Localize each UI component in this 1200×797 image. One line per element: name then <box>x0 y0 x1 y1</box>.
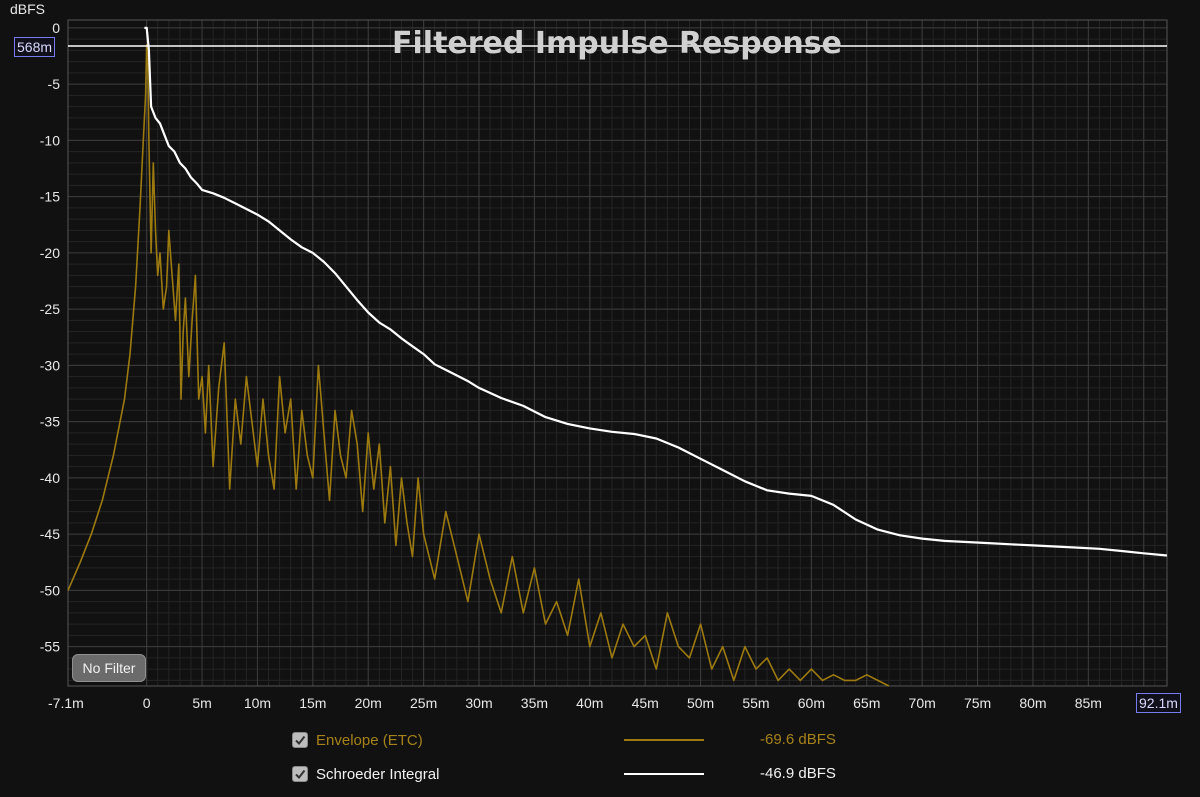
y-tick-label: -55 <box>40 639 60 655</box>
x-tick-label: 10m <box>244 695 271 711</box>
y-tick-label: -45 <box>40 526 60 542</box>
x-tick-labels: -7.1m 0 5m 10m 15m 20m 25m 30m 35m 40m 45m 50m 55m 60… <box>48 695 1148 711</box>
x-tick-label: 25m <box>410 695 437 711</box>
schroeder-checkbox[interactable] <box>292 766 308 782</box>
no-filter-button[interactable]: No Filter <box>72 654 146 682</box>
x-tick-label: 15m <box>299 695 326 711</box>
schroeder-value: -46.9 dBFS <box>760 765 836 782</box>
y-tick-label: -50 <box>40 582 60 598</box>
y-tick-label: 0 <box>52 20 60 36</box>
x-tick-label: 45m <box>632 695 659 711</box>
x-max-readout[interactable]: 92.1m <box>1136 693 1181 713</box>
x-tick-label: 80m <box>1019 695 1046 711</box>
x-tick-label: 0 <box>143 695 151 711</box>
schroeder-swatch <box>624 773 704 775</box>
y-tick-label: -40 <box>40 470 60 486</box>
x-tick-label: 55m <box>742 695 769 711</box>
x-tick-label: 65m <box>853 695 880 711</box>
y-tick-label: -10 <box>40 132 60 148</box>
x-tick-label: 70m <box>909 695 936 711</box>
checkmark-icon <box>295 769 306 780</box>
x-tick-label: 50m <box>687 695 714 711</box>
y-tick-labels: 0 -5 -10 -15 -20 -25 -30 -35 -40 -45 -50 -55 <box>40 20 60 655</box>
plot-border <box>67 19 1168 687</box>
grid <box>67 19 1168 687</box>
envelope-etc-line <box>67 43 890 687</box>
legend-item-schroeder[interactable]: Schroeder Integral <box>292 762 439 786</box>
x-tick-label: 60m <box>798 695 825 711</box>
y-tick-label: -15 <box>40 189 60 205</box>
series-layer <box>67 26 1168 687</box>
y-max-readout[interactable]: 568m <box>14 37 56 57</box>
chart-title: Filtered Impulse Response <box>392 26 842 61</box>
x-tick-label: 35m <box>521 695 548 711</box>
y-tick-label: -5 <box>48 76 61 92</box>
envelope-checkbox[interactable] <box>292 732 308 748</box>
checkmark-icon <box>295 735 306 746</box>
legend-item-envelope[interactable]: Envelope (ETC) <box>292 728 423 752</box>
x-tick-label: 75m <box>964 695 991 711</box>
y-tick-label: -20 <box>40 245 60 261</box>
x-tick-label: 20m <box>355 695 382 711</box>
x-tick-label: 5m <box>192 695 211 711</box>
x-tick-label: 85m <box>1075 695 1102 711</box>
envelope-label: Envelope (ETC) <box>316 731 423 749</box>
y-tick-label: -35 <box>40 414 60 430</box>
schroeder-integral-line <box>144 26 1168 557</box>
y-tick-label: -25 <box>40 301 60 317</box>
plot-area <box>68 20 1167 686</box>
schroeder-label: Schroeder Integral <box>316 765 440 783</box>
x-tick-label: -7.1m <box>48 695 84 711</box>
x-tick-label: 30m <box>465 695 492 711</box>
y-tick-label: -30 <box>40 357 60 373</box>
y-axis-label: dBFS <box>10 1 45 17</box>
envelope-value: -69.6 dBFS <box>760 731 836 748</box>
x-tick-label: 40m <box>576 695 603 711</box>
envelope-swatch <box>624 739 704 741</box>
